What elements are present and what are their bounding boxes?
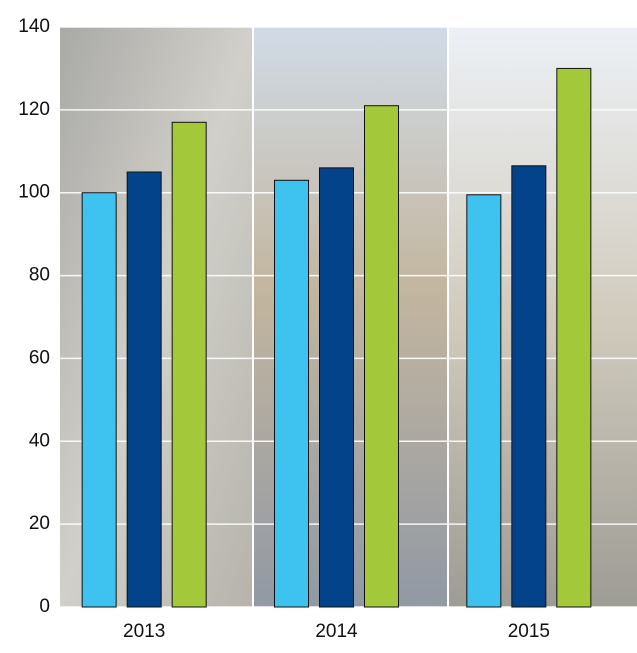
bar — [126, 171, 162, 608]
y-tick-label: 40 — [29, 430, 50, 451]
x-tick-label: 2015 — [508, 621, 550, 642]
y-tick-label: 120 — [18, 99, 50, 120]
y-tick-label: 80 — [29, 265, 50, 286]
bar — [274, 179, 309, 608]
y-tick-label: 140 — [18, 16, 50, 37]
y-tick-label: 20 — [29, 513, 50, 534]
bar — [81, 192, 117, 608]
y-tick-label: 100 — [18, 182, 50, 203]
bar — [511, 165, 547, 608]
bar — [556, 67, 592, 608]
x-tick-label: 2013 — [123, 621, 165, 642]
bar — [171, 121, 207, 608]
bar — [364, 105, 399, 608]
y-tick-label: 0 — [39, 596, 50, 617]
y-tick-label: 60 — [29, 347, 50, 368]
bar — [466, 194, 502, 608]
bar — [319, 167, 354, 608]
x-tick-label: 2014 — [315, 621, 358, 642]
